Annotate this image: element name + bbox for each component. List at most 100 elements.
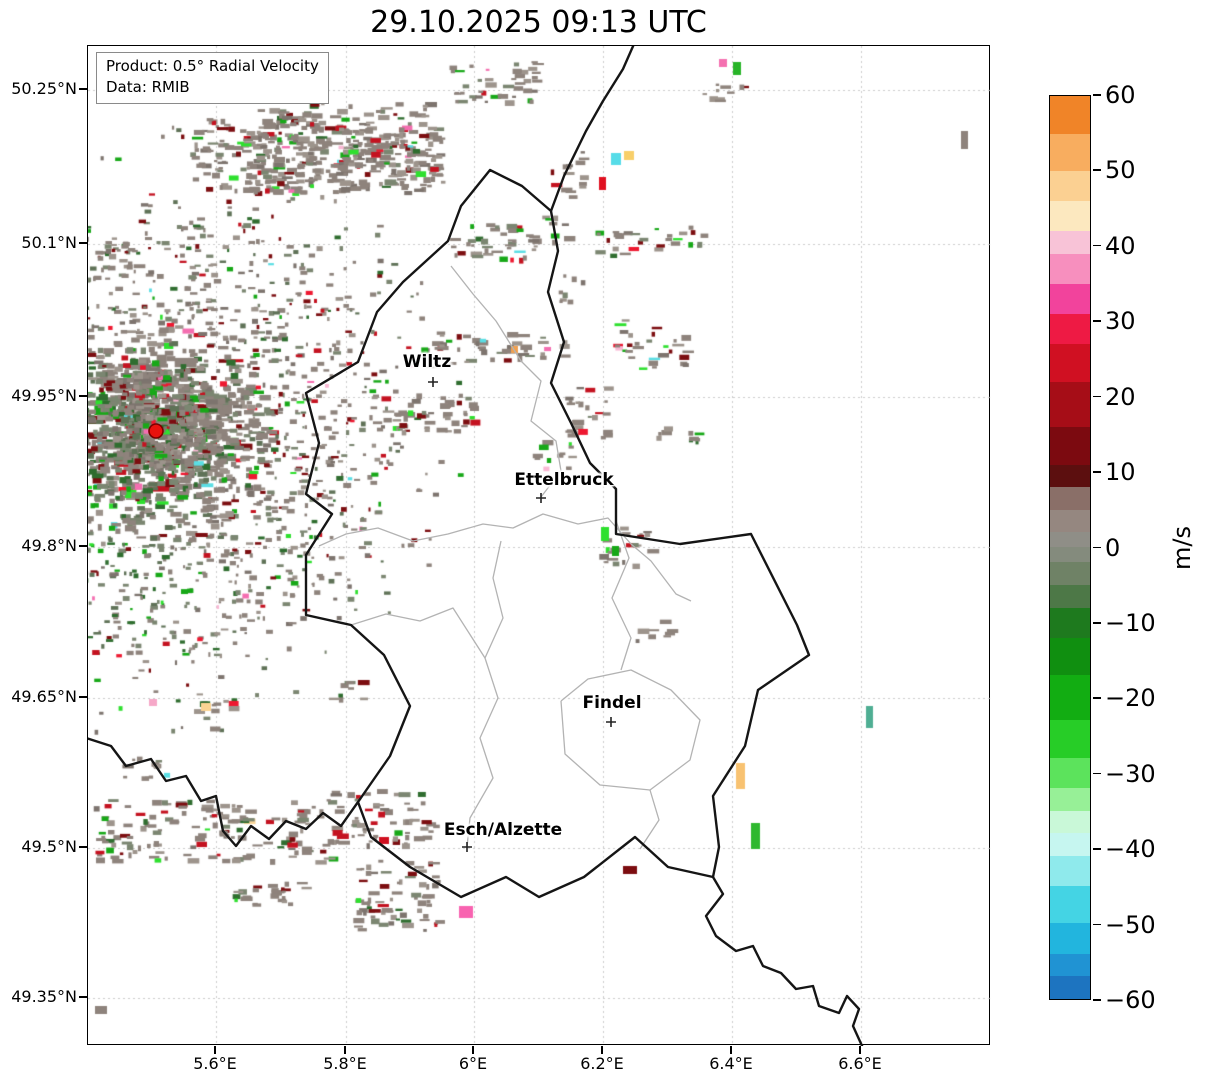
lat-tick <box>79 846 87 848</box>
lat-tick-label: 49.35°N <box>11 987 77 1006</box>
district-border <box>450 265 562 498</box>
colorbar-band <box>1050 637 1090 676</box>
data-source-label: Data: RMIB <box>106 78 190 96</box>
colorbar-band <box>1050 923 1090 954</box>
colorbar-tick <box>1093 244 1101 247</box>
lat-tick-label: 49.65°N <box>11 687 77 706</box>
colorbar-band <box>1050 547 1090 563</box>
colorbar-band <box>1050 201 1090 232</box>
colorbar-tick-label: 40 <box>1105 231 1136 260</box>
colorbar-tick <box>1093 999 1101 1001</box>
colorbar-tick-label: 0 <box>1105 533 1121 562</box>
colorbar-tick <box>1093 772 1101 775</box>
colorbar-tick <box>1093 471 1101 473</box>
city-marker <box>536 493 546 503</box>
lon-tick-label: 6°E <box>458 1054 488 1073</box>
colorbar-tick <box>1093 848 1101 850</box>
lon-tick <box>214 1046 216 1054</box>
district-border <box>350 607 486 659</box>
colorbar-tick <box>1093 923 1101 926</box>
city-marker <box>428 377 438 387</box>
lat-tick <box>79 88 87 90</box>
lon-tick-label: 6.6°E <box>838 1054 882 1073</box>
lat-tick-label: 49.8°N <box>21 536 77 555</box>
colorbar-unit-label: m/s <box>1168 525 1196 570</box>
colorbar-tick-label: 60 <box>1105 81 1136 109</box>
colorbar-band <box>1050 810 1090 834</box>
colorbar-band <box>1050 133 1090 172</box>
colorbar-band <box>1050 96 1090 134</box>
colorbar-tick <box>1093 94 1101 96</box>
colorbar-tick-label: −30 <box>1105 759 1156 788</box>
city-label-ettelbruck: Ettelbruck <box>514 470 614 490</box>
colorbar-band <box>1050 344 1090 382</box>
colorbar-band <box>1050 464 1090 488</box>
lat-tick <box>79 242 87 244</box>
city-marker <box>462 842 472 852</box>
lat-tick-label: 50.25°N <box>11 79 77 98</box>
lat-tick-label: 49.5°N <box>21 837 77 856</box>
colorbar-band <box>1050 675 1090 721</box>
district-border <box>560 669 701 791</box>
colorbar-tick-label: 30 <box>1105 307 1136 336</box>
be-de-border <box>549 46 635 212</box>
colorbar-tick <box>1093 697 1101 699</box>
figure-title: 29.10.2025 09:13 UTC <box>370 5 707 40</box>
district-border <box>466 540 504 848</box>
colorbar-band <box>1050 532 1090 548</box>
colorbar-band <box>1050 607 1090 638</box>
lat-tick-label: 49.95°N <box>11 386 77 405</box>
colorbar-band <box>1050 314 1090 345</box>
colorbar-band <box>1050 487 1090 510</box>
colorbar-tick-label: −60 <box>1105 986 1156 1014</box>
colorbar-tick-label: 50 <box>1105 156 1136 185</box>
lat-tick <box>79 395 87 397</box>
district-border <box>318 513 692 602</box>
colorbar-tick-label: 10 <box>1105 458 1136 487</box>
colorbar-band <box>1050 833 1090 856</box>
lon-tick-label: 5.8°E <box>323 1054 367 1073</box>
lon-tick <box>730 1046 732 1054</box>
lon-tick <box>344 1046 346 1054</box>
colorbar-band <box>1050 509 1090 533</box>
colorbar-band <box>1050 284 1090 315</box>
colorbar-band <box>1050 953 1090 977</box>
city-marker <box>606 717 616 727</box>
be-fr-border <box>88 737 359 848</box>
colorbar-tick-label: −40 <box>1105 835 1156 864</box>
colorbar-band <box>1050 584 1090 608</box>
colorbar-band <box>1050 720 1090 758</box>
map-plot-area: Product: 0.5° Radial Velocity Data: RMIB… <box>87 45 991 1046</box>
colorbar-band <box>1050 171 1090 202</box>
lon-tick-label: 5.6°E <box>193 1054 237 1073</box>
colorbar-tick <box>1093 395 1101 398</box>
colorbar-tick-label: −20 <box>1105 684 1156 713</box>
lon-tick-label: 6.4°E <box>709 1054 753 1073</box>
luxembourg-border <box>304 168 811 899</box>
colorbar-tick <box>1093 546 1101 549</box>
lon-tick <box>472 1046 474 1054</box>
fr-de-border <box>704 876 864 1046</box>
lat-tick-label: 50.1°N <box>21 233 77 252</box>
colorbar-band <box>1050 885 1090 924</box>
colorbar-band <box>1050 855 1090 886</box>
city-label-findel: Findel <box>582 693 642 713</box>
lat-tick <box>79 996 87 998</box>
colorbar-tick <box>1093 320 1101 322</box>
map-borders-overlay <box>88 46 864 1046</box>
colorbar-band <box>1050 757 1090 789</box>
lon-tick <box>859 1046 861 1054</box>
colorbar-band <box>1050 253 1090 285</box>
product-label: Product: 0.5° Radial Velocity <box>106 57 319 75</box>
colorbar-tick-label: 20 <box>1105 382 1136 411</box>
colorbar-band <box>1050 788 1090 811</box>
district-border <box>639 789 660 850</box>
district-border <box>611 520 632 671</box>
colorbar-band <box>1050 231 1090 254</box>
colorbar <box>1049 95 1091 1000</box>
colorbar-tick-label: −50 <box>1105 910 1156 939</box>
lat-tick <box>79 696 87 698</box>
colorbar-band <box>1050 381 1090 427</box>
lon-tick-label: 6.2°E <box>580 1054 624 1073</box>
